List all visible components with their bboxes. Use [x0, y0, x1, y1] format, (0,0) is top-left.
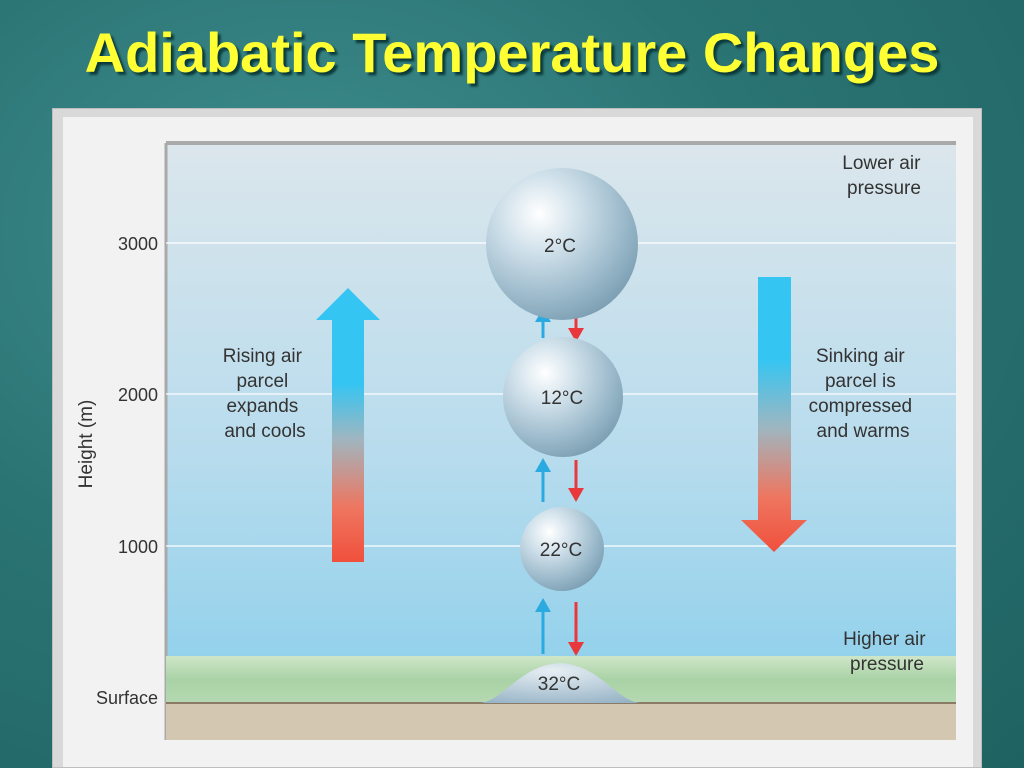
rising-label-line1: Rising air	[223, 346, 303, 367]
rising-arrow	[316, 288, 380, 562]
slide-title: Adiabatic Temperature Changes	[84, 21, 940, 84]
parcel-2000-temp: 12°C	[541, 388, 583, 409]
parcel-surface	[480, 663, 640, 703]
y-tick-3000: 3000	[118, 234, 158, 254]
rising-label-line4: and cools	[224, 421, 305, 442]
down-arrow-3	[568, 602, 584, 656]
parcel-1000-temp: 22°C	[540, 540, 582, 561]
up-arrow-2	[535, 458, 551, 502]
down-arrow-2	[568, 460, 584, 502]
parcel-surface-temp: 32°C	[538, 674, 580, 695]
higher-pressure-line1: Higher air	[843, 629, 926, 650]
sinking-label-line2: parcel is	[825, 371, 896, 392]
y-tick-surface: Surface	[96, 688, 158, 708]
sinking-arrow	[741, 277, 807, 552]
lower-pressure-label: Lower air pressure	[842, 153, 925, 199]
y-tick-2000: 2000	[118, 385, 158, 405]
lower-pressure-line2: pressure	[847, 178, 921, 199]
parcel-1000	[520, 507, 604, 591]
higher-pressure-label: Higher air pressure	[843, 629, 931, 675]
rising-label-line2: parcel	[236, 371, 288, 392]
sinking-label-line3: compressed	[809, 396, 913, 417]
y-tick-1000: 1000	[118, 537, 158, 557]
ground-soil	[166, 703, 956, 740]
sinking-label: Sinking air parcel is compressed and war…	[809, 346, 918, 442]
y-axis-label: Height (m)	[76, 400, 97, 489]
rising-label: Rising air parcel expands and cools	[223, 346, 307, 442]
sinking-label-line4: and warms	[817, 421, 910, 442]
sinking-label-line1: Sinking air	[816, 346, 905, 367]
lower-pressure-line1: Lower air	[842, 153, 921, 174]
higher-pressure-line2: pressure	[850, 654, 924, 675]
parcel-3000-temp: 2°C	[544, 236, 576, 257]
up-arrow-3	[535, 598, 551, 654]
parcel-3000	[486, 168, 638, 320]
rising-label-line3: expands	[226, 396, 298, 417]
parcel-2000	[503, 337, 623, 457]
